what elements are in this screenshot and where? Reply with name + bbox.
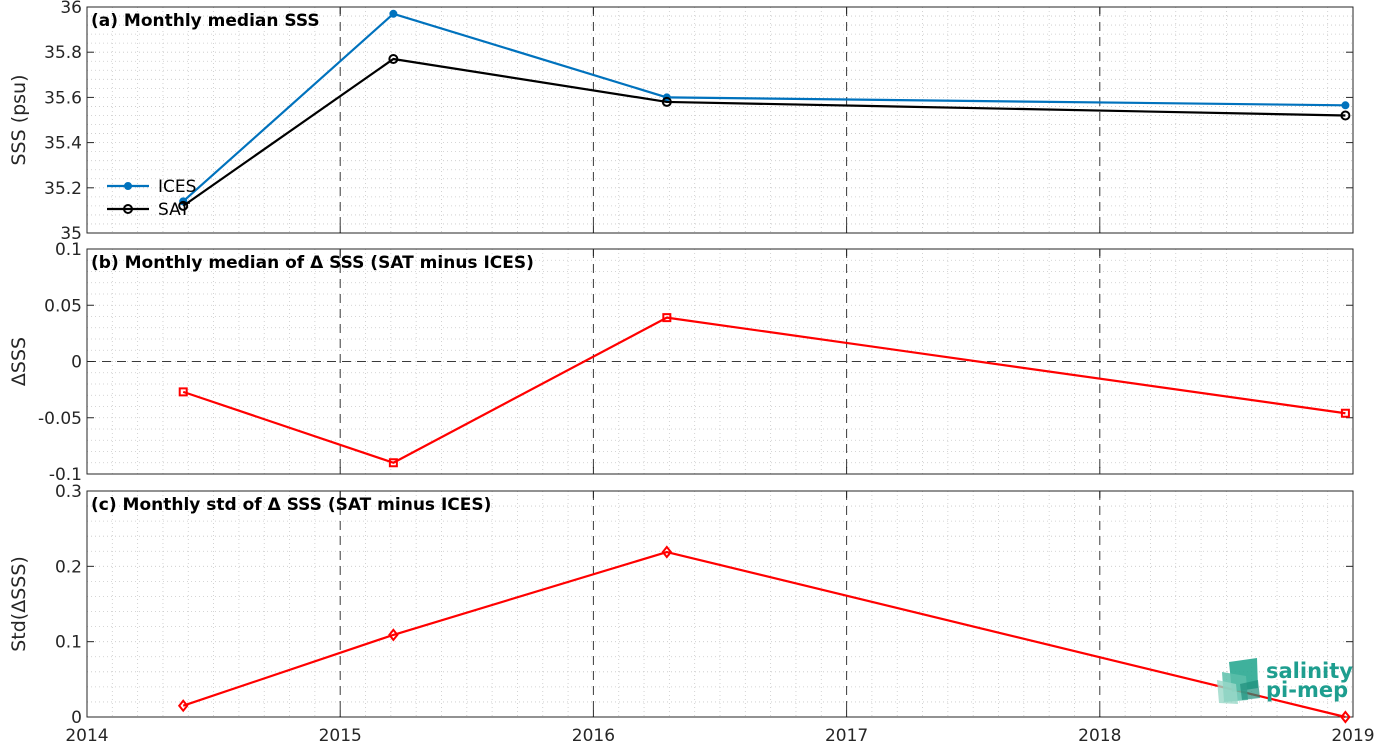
data-point xyxy=(661,545,673,559)
series-sat xyxy=(178,53,1351,211)
y-tick-label: 36 xyxy=(60,0,82,18)
salinity-pi-mep-logo: salinity pi-mep xyxy=(1217,658,1353,704)
data-point xyxy=(389,9,398,18)
series-line xyxy=(182,550,1346,719)
data-point xyxy=(177,699,189,713)
logo-mark-icon xyxy=(1217,658,1260,704)
x-tick-label: 2018 xyxy=(1078,726,1121,745)
panel-title: (b) Monthly median of Δ SSS (SAT minus I… xyxy=(91,253,534,273)
y-tick-label: 0.2 xyxy=(55,557,82,577)
y-tick-label: 0 xyxy=(71,708,82,728)
logo-line1: salinity xyxy=(1266,659,1353,683)
series-line xyxy=(182,316,1346,464)
legend-label: SAT xyxy=(158,200,190,220)
major-grid xyxy=(339,7,1101,233)
panel-c: 0 0.1 0.2 0.3 2014 2015 2016 2017 2018 2019 Std(ΔS… xyxy=(8,482,1375,745)
axes-box xyxy=(86,6,1354,234)
data-point xyxy=(662,313,672,323)
y-axis-label: SSS (psu) xyxy=(8,74,30,165)
series-c-0 xyxy=(177,545,1351,724)
series-line xyxy=(182,12,1346,203)
series-line xyxy=(182,57,1346,207)
data-point xyxy=(1340,710,1351,724)
x-tick-label: 2019 xyxy=(1331,726,1374,745)
series-b-0 xyxy=(178,313,1350,468)
y-tick-label: 0.05 xyxy=(44,296,82,316)
data-point xyxy=(178,387,188,397)
y-axis-label: ΔSSS xyxy=(8,337,30,386)
y-tick-label: 0 xyxy=(71,353,82,373)
series-ices xyxy=(179,9,1350,206)
data-point xyxy=(1340,110,1351,121)
y-tick-label: 0.3 xyxy=(55,482,82,502)
x-tick-label: 2016 xyxy=(572,726,615,745)
data-point xyxy=(178,200,189,211)
panel-a: 35 35.2 35.4 35.6 35.8 36 SSS (psu) (a) Monthly… xyxy=(8,0,1354,244)
data-point xyxy=(1340,408,1350,418)
x-tick-label: 2017 xyxy=(825,726,868,745)
legend-label: ICES xyxy=(158,177,196,197)
y-tick-label: 35.8 xyxy=(44,43,82,63)
y-tick-label: -0.05 xyxy=(38,409,82,429)
data-point xyxy=(388,53,399,64)
panel-title: (c) Monthly std of Δ SSS (SAT minus ICES… xyxy=(91,495,491,515)
panel-b: -0.1 -0.05 0 0.05 0.1 ΔSSS (b) Monthly median … xyxy=(8,240,1354,485)
data-point xyxy=(1341,101,1350,110)
x-tick-label: 2014 xyxy=(65,726,108,745)
data-point xyxy=(661,96,672,107)
y-tick-label: 0.1 xyxy=(55,633,82,653)
data-point xyxy=(388,628,399,642)
y-tick-label: 35.4 xyxy=(44,134,82,154)
y-tick-label: 35.2 xyxy=(44,179,82,199)
minor-grid xyxy=(87,491,1353,717)
y-tick-label: 35 xyxy=(60,224,82,244)
logo-line2: pi-mep xyxy=(1266,678,1348,702)
axes-box xyxy=(86,490,1354,718)
y-tick-label: 0.1 xyxy=(55,240,82,260)
legend-marker xyxy=(124,182,132,190)
major-grid xyxy=(339,249,1101,474)
data-point xyxy=(388,458,398,468)
minor-grid xyxy=(87,7,1353,233)
y-tick-label: 35.6 xyxy=(44,88,82,108)
y-axis-label: Std(ΔSSS) xyxy=(8,556,30,652)
y-tick-label: -0.1 xyxy=(49,465,82,485)
x-tick-label: 2015 xyxy=(319,726,362,745)
panel-title: (a) Monthly median SSS xyxy=(91,11,320,31)
legend: ICES SAT xyxy=(107,177,196,220)
major-grid xyxy=(339,491,1101,717)
legend-marker xyxy=(123,204,133,214)
